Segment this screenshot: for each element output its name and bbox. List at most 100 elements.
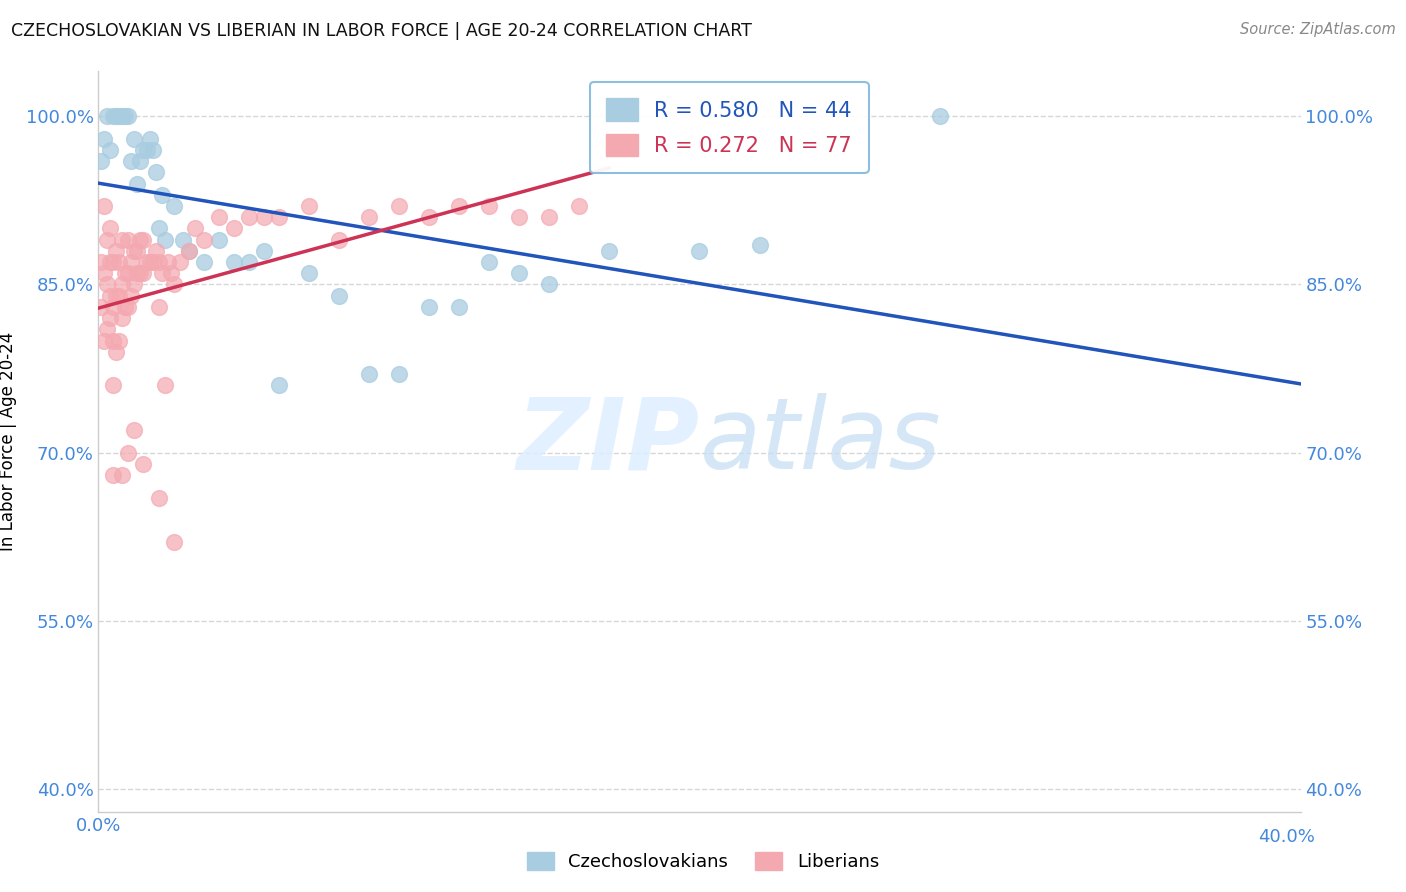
Point — [124, 277, 146, 292]
Point — [328, 289, 350, 303]
Point — [105, 109, 128, 123]
Point — [96, 109, 118, 123]
Point — [105, 289, 128, 303]
Point — [90, 255, 112, 269]
Point — [177, 244, 200, 258]
Point — [117, 300, 139, 314]
Point — [103, 300, 125, 314]
Point — [253, 210, 276, 224]
Point — [105, 344, 128, 359]
Point — [141, 143, 163, 157]
Point — [93, 199, 115, 213]
Point — [100, 221, 122, 235]
Point — [93, 334, 115, 348]
Point — [162, 535, 184, 549]
Text: ZIP: ZIP — [516, 393, 700, 490]
Point — [193, 233, 215, 247]
Text: CZECHOSLOVAKIAN VS LIBERIAN IN LABOR FORCE | AGE 20-24 CORRELATION CHART: CZECHOSLOVAKIAN VS LIBERIAN IN LABOR FOR… — [11, 22, 752, 40]
Point — [93, 266, 115, 280]
Point — [121, 154, 143, 169]
Point — [111, 277, 134, 292]
Point — [117, 109, 139, 123]
Point — [162, 199, 184, 213]
Point — [222, 221, 245, 235]
Point — [111, 468, 134, 483]
Point — [132, 266, 155, 280]
Point — [132, 233, 155, 247]
Point — [172, 233, 194, 247]
Point — [238, 255, 260, 269]
Point — [132, 457, 155, 471]
Point — [124, 423, 146, 437]
Point — [159, 266, 181, 280]
Point — [418, 210, 440, 224]
Point — [141, 255, 163, 269]
Point — [117, 266, 139, 280]
Point — [145, 165, 167, 179]
Point — [162, 277, 184, 292]
Point — [193, 255, 215, 269]
Point — [121, 255, 143, 269]
Point — [478, 255, 501, 269]
Point — [132, 143, 155, 157]
Point — [267, 210, 290, 224]
Point — [153, 378, 176, 392]
Point — [298, 199, 321, 213]
Point — [96, 322, 118, 336]
Point — [114, 109, 136, 123]
Legend: Czechoslovakians, Liberians: Czechoslovakians, Liberians — [520, 845, 886, 879]
Point — [508, 210, 530, 224]
Point — [105, 244, 128, 258]
Point — [93, 131, 115, 145]
Point — [96, 277, 118, 292]
Point — [108, 289, 131, 303]
Point — [148, 221, 170, 235]
Point — [568, 199, 591, 213]
Text: Source: ZipAtlas.com: Source: ZipAtlas.com — [1240, 22, 1396, 37]
Point — [117, 233, 139, 247]
Point — [108, 109, 131, 123]
Point — [447, 199, 470, 213]
Point — [169, 255, 191, 269]
Point — [538, 277, 561, 292]
Point — [100, 255, 122, 269]
Point — [129, 233, 152, 247]
Point — [418, 300, 440, 314]
Point — [96, 233, 118, 247]
Point — [103, 334, 125, 348]
Point — [124, 244, 146, 258]
Point — [208, 233, 231, 247]
Point — [150, 266, 173, 280]
Point — [447, 300, 470, 314]
Point — [267, 378, 290, 392]
Point — [111, 233, 134, 247]
Point — [111, 109, 134, 123]
Legend: R = 0.580   N = 44, R = 0.272   N = 77: R = 0.580 N = 44, R = 0.272 N = 77 — [589, 82, 869, 173]
Text: atlas: atlas — [700, 393, 941, 490]
Point — [103, 468, 125, 483]
Point — [124, 131, 146, 145]
Point — [103, 378, 125, 392]
Point — [129, 266, 152, 280]
Point — [117, 446, 139, 460]
Point — [114, 300, 136, 314]
Text: 40.0%: 40.0% — [1258, 828, 1315, 846]
Point — [689, 244, 711, 258]
Point — [598, 244, 620, 258]
Point — [148, 491, 170, 505]
Y-axis label: In Labor Force | Age 20-24: In Labor Force | Age 20-24 — [0, 332, 17, 551]
Point — [90, 300, 112, 314]
Point — [150, 187, 173, 202]
Point — [135, 143, 157, 157]
Point — [111, 311, 134, 326]
Point — [929, 109, 952, 123]
Point — [127, 244, 149, 258]
Point — [121, 289, 143, 303]
Point — [108, 255, 131, 269]
Point — [135, 255, 157, 269]
Point — [138, 131, 160, 145]
Point — [388, 368, 411, 382]
Point — [177, 244, 200, 258]
Point — [114, 266, 136, 280]
Point — [208, 210, 231, 224]
